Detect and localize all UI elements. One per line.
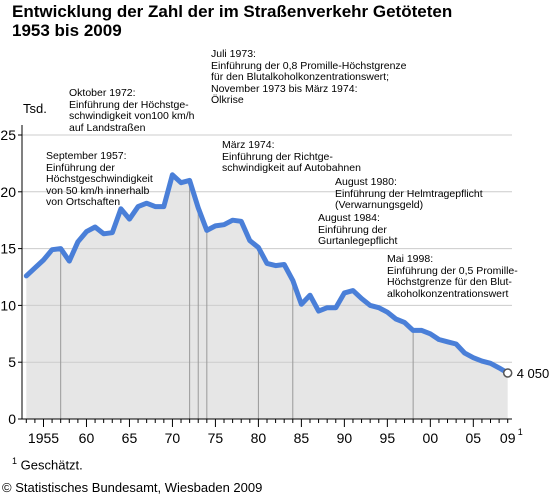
y-tick-label: 25 xyxy=(0,127,16,143)
x-tick-label: 00 xyxy=(423,430,439,446)
y-tick-label: 0 xyxy=(8,411,16,427)
x-tick-label: 75 xyxy=(208,430,224,446)
event-annotation: August 1980: Einführung der Helmtragepfl… xyxy=(335,176,483,211)
chart-title: Entwicklung der Zahl der im Straßenverke… xyxy=(12,2,452,40)
footnote-marker: 1 xyxy=(12,456,18,466)
event-annotation: Juli 1973: Einführung der 0,8 Promille-H… xyxy=(211,48,407,106)
series-line xyxy=(23,172,511,376)
end-point-marker xyxy=(502,368,513,378)
y-tick-label: 15 xyxy=(0,241,16,257)
source-credit: © Statistisches Bundesamt, Wiesbaden 200… xyxy=(2,480,263,495)
end-value-label: 4 050 xyxy=(517,366,550,381)
x-tick-label: 90 xyxy=(337,430,353,446)
event-annotation: August 1984: Einführung der Gurtanlegepf… xyxy=(318,212,398,247)
title-line-1: Entwicklung der Zahl der im Straßenverke… xyxy=(12,2,453,21)
x-tick-label: 60 xyxy=(79,430,95,446)
y-tick-label: 5 xyxy=(8,354,16,370)
x-tick-superscript: 1 xyxy=(518,427,523,437)
title-line-2: 1953 bis 2009 xyxy=(12,21,122,40)
x-tick-label: 85 xyxy=(294,430,310,446)
x-tick-label: 95 xyxy=(380,430,396,446)
x-tick-label: 1955 xyxy=(28,430,59,446)
x-tick-label: 05 xyxy=(466,430,482,446)
area-fill xyxy=(26,174,508,419)
x-tick-label: 80 xyxy=(251,430,267,446)
x-tick-label: 70 xyxy=(165,430,181,446)
event-annotation: September 1957: Einführung der Höchstges… xyxy=(46,150,153,208)
footnote-text: Geschätzt. xyxy=(20,457,83,473)
y-axis-label: Tsd. xyxy=(23,101,47,116)
y-tick-label: 10 xyxy=(0,297,16,313)
footnote: 1 Geschätzt. xyxy=(12,456,83,472)
event-annotation: März 1974: Einführung der Richtge- schwi… xyxy=(222,139,361,174)
x-tick-label: 09 xyxy=(500,430,516,446)
y-tick-label: 20 xyxy=(0,184,16,200)
event-annotation: Mai 1998: Einführung der 0,5 Promille- H… xyxy=(387,253,518,300)
event-annotation: Oktober 1972: Einführung der Höchstge- s… xyxy=(69,87,195,134)
x-tick-label: 65 xyxy=(122,430,138,446)
